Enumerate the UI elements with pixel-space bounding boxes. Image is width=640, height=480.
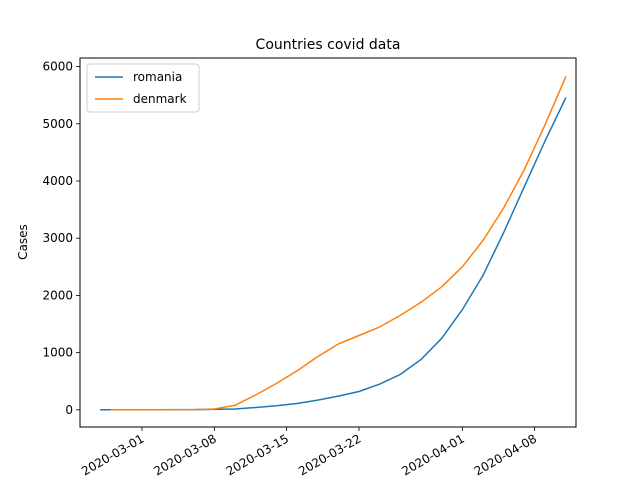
y-tick-label: 6000 bbox=[42, 60, 73, 74]
y-tick-label: 4000 bbox=[42, 174, 73, 188]
legend-box bbox=[86, 63, 200, 113]
legend-label-romania: romania bbox=[133, 70, 182, 84]
x-tick-label: 2020-04-01 bbox=[399, 431, 466, 478]
x-tick-label: 2020-03-08 bbox=[151, 431, 218, 478]
series-line-denmark bbox=[110, 76, 567, 411]
x-tick-label: 2020-04-08 bbox=[472, 431, 539, 478]
x-tick-label: 2020-03-01 bbox=[79, 431, 146, 478]
x-tick-label: 2020-03-15 bbox=[224, 431, 291, 478]
y-axis-label: Cases bbox=[16, 224, 30, 260]
legend: romania denmark bbox=[86, 63, 200, 113]
plot-lines bbox=[99, 76, 567, 411]
series-line-romania bbox=[99, 97, 567, 411]
plot-frame bbox=[79, 57, 577, 428]
x-axis-ticks: 2020-03-01 2020-03-08 2020-03-15 2020-03-22… bbox=[79, 427, 539, 478]
chart-title: Countries covid data bbox=[256, 37, 401, 53]
y-tick-label: 3000 bbox=[42, 231, 73, 245]
y-tick-label: 5000 bbox=[42, 117, 73, 131]
legend-label-denmark: denmark bbox=[133, 92, 187, 106]
y-tick-label: 2000 bbox=[42, 288, 73, 302]
y-tick-label: 0 bbox=[65, 403, 73, 417]
y-axis-ticks: 0 1000 2000 3000 4000 5000 6000 bbox=[42, 60, 80, 417]
y-tick-label: 1000 bbox=[42, 346, 73, 360]
x-tick-label: 2020-03-22 bbox=[296, 431, 363, 478]
